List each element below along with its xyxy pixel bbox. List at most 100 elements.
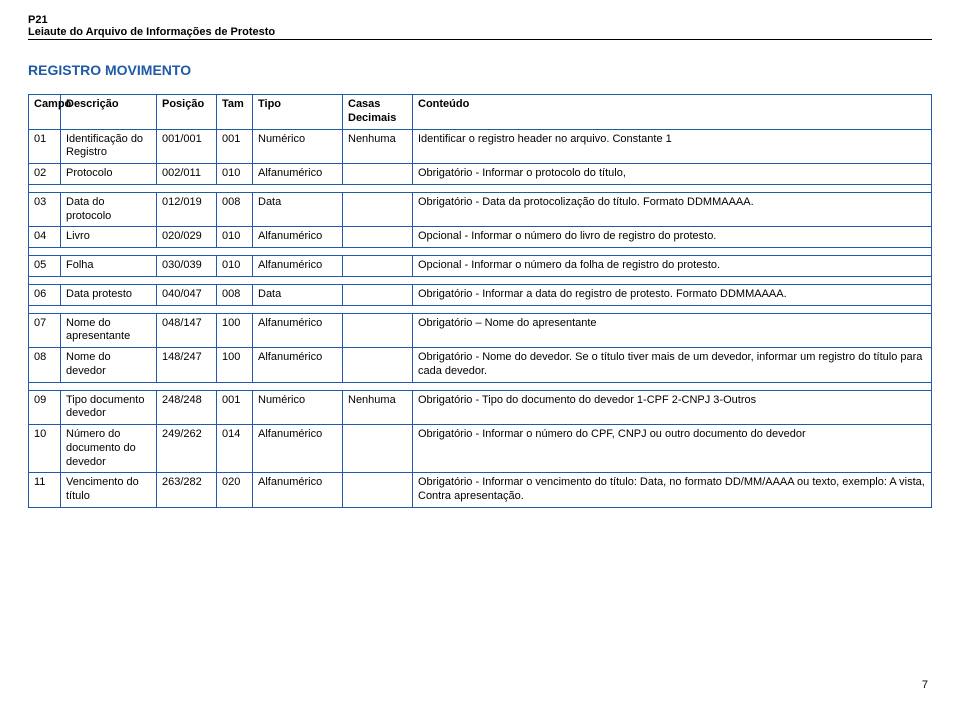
table-cell: 014 <box>217 425 253 473</box>
table-cell: Alfanumérico <box>253 227 343 248</box>
table-cell <box>343 192 413 227</box>
table-cell: 11 <box>29 473 61 508</box>
table-cell: Alfanumérico <box>253 256 343 277</box>
col-header-posicao: Posição <box>157 95 217 130</box>
table-cell: Identificação do Registro <box>61 129 157 164</box>
table-cell: 263/282 <box>157 473 217 508</box>
table-cell: Vencimento do título <box>61 473 157 508</box>
table-body: 01Identificação do Registro001/001001Num… <box>29 129 932 507</box>
row-gap-cell <box>29 305 932 313</box>
table-cell: Nome do devedor <box>61 348 157 383</box>
col-header-tipo: Tipo <box>253 95 343 130</box>
table-cell: 02 <box>29 164 61 185</box>
table-cell: 05 <box>29 256 61 277</box>
table-cell: 008 <box>217 192 253 227</box>
table-cell: 002/011 <box>157 164 217 185</box>
table-cell: Alfanumérico <box>253 473 343 508</box>
col-header-campo: Campo <box>29 95 61 130</box>
table-cell: Obrigatório - Data da protocolização do … <box>413 192 932 227</box>
table-cell: 008 <box>217 284 253 305</box>
table-cell <box>343 348 413 383</box>
table-cell <box>343 425 413 473</box>
table-cell: 020 <box>217 473 253 508</box>
table-cell <box>343 256 413 277</box>
table-cell: 04 <box>29 227 61 248</box>
layout-table: Campo Descrição Posição Tam Tipo Casas D… <box>28 94 932 508</box>
table-cell: Folha <box>61 256 157 277</box>
table-cell: 09 <box>29 390 61 425</box>
table-cell: Nenhuma <box>343 129 413 164</box>
row-gap <box>29 382 932 390</box>
table-cell: Tipo documento devedor <box>61 390 157 425</box>
table-cell <box>343 313 413 348</box>
table-cell <box>343 284 413 305</box>
doc-code: P21 <box>28 14 932 26</box>
table-cell: 148/247 <box>157 348 217 383</box>
table-row: 10Número do documento do devedor249/2620… <box>29 425 932 473</box>
table-cell <box>343 473 413 508</box>
table-row: 04Livro020/029010Alfanumérico Opcional - … <box>29 227 932 248</box>
table-cell: 001 <box>217 390 253 425</box>
row-gap <box>29 276 932 284</box>
row-gap <box>29 248 932 256</box>
col-header-casas: Casas Decimais <box>343 95 413 130</box>
table-cell: 100 <box>217 348 253 383</box>
table-row: 02Protocolo002/011010AlfanuméricoObrigat… <box>29 164 932 185</box>
table-cell: 249/262 <box>157 425 217 473</box>
col-header-tam: Tam <box>217 95 253 130</box>
row-gap-cell <box>29 248 932 256</box>
table-cell: 07 <box>29 313 61 348</box>
row-gap-cell <box>29 382 932 390</box>
table-cell: 001/001 <box>157 129 217 164</box>
table-cell: Obrigatório – Nome do apresentante <box>413 313 932 348</box>
table-cell: Identificar o registro header no arquivo… <box>413 129 932 164</box>
row-gap-cell <box>29 184 932 192</box>
table-cell: Data <box>253 192 343 227</box>
table-cell: 020/029 <box>157 227 217 248</box>
table-row: 03Data do protocolo012/019008DataObrigat… <box>29 192 932 227</box>
table-cell: Obrigatório - Nome do devedor. Se o títu… <box>413 348 932 383</box>
table-cell: Obrigatório - Tipo do documento do deved… <box>413 390 932 425</box>
table-cell: 010 <box>217 164 253 185</box>
table-row: 07Nome do apresentante048/147100Alfanumé… <box>29 313 932 348</box>
table-cell: Data do protocolo <box>61 192 157 227</box>
row-gap <box>29 305 932 313</box>
table-cell: Numérico <box>253 390 343 425</box>
table-header-row: Campo Descrição Posição Tam Tipo Casas D… <box>29 95 932 130</box>
row-gap-cell <box>29 276 932 284</box>
table-cell: Data protesto <box>61 284 157 305</box>
section-title: REGISTRO MOVIMENTO <box>28 62 932 78</box>
table-cell: 012/019 <box>157 192 217 227</box>
row-gap <box>29 184 932 192</box>
table-cell: 001 <box>217 129 253 164</box>
table-cell: 010 <box>217 256 253 277</box>
table-cell: 048/147 <box>157 313 217 348</box>
table-row: 09Tipo documento devedor248/248001Numéri… <box>29 390 932 425</box>
table-cell: Obrigatório - Informar o número do CPF, … <box>413 425 932 473</box>
table-cell: Protocolo <box>61 164 157 185</box>
table-cell: Alfanumérico <box>253 425 343 473</box>
table-cell: 01 <box>29 129 61 164</box>
table-cell: Nome do apresentante <box>61 313 157 348</box>
table-cell: 06 <box>29 284 61 305</box>
col-header-descricao: Descrição <box>61 95 157 130</box>
table-row: 05Folha030/039010AlfanuméricoOpcional - … <box>29 256 932 277</box>
table-cell: Numérico <box>253 129 343 164</box>
table-cell: Número do documento do devedor <box>61 425 157 473</box>
col-header-conteudo: Conteúdo <box>413 95 932 130</box>
doc-subtitle: Leiaute do Arquivo de Informações de Pro… <box>28 26 932 38</box>
table-cell: Nenhuma <box>343 390 413 425</box>
table-cell: 010 <box>217 227 253 248</box>
table-row: 08Nome do devedor148/247100AlfanuméricoO… <box>29 348 932 383</box>
table-row: 06Data protesto040/047008DataObrigatório… <box>29 284 932 305</box>
table-cell: 040/047 <box>157 284 217 305</box>
table-cell: 248/248 <box>157 390 217 425</box>
table-row: 11Vencimento do título263/282020Alfanumé… <box>29 473 932 508</box>
page-number: 7 <box>922 679 928 691</box>
table-cell: 08 <box>29 348 61 383</box>
table-cell: 100 <box>217 313 253 348</box>
table-cell: Livro <box>61 227 157 248</box>
table-cell: Obrigatório - Informar o protocolo do tí… <box>413 164 932 185</box>
table-cell: Opcional - Informar o número do livro de… <box>413 227 932 248</box>
table-cell: Obrigatório - Informar a data do registr… <box>413 284 932 305</box>
